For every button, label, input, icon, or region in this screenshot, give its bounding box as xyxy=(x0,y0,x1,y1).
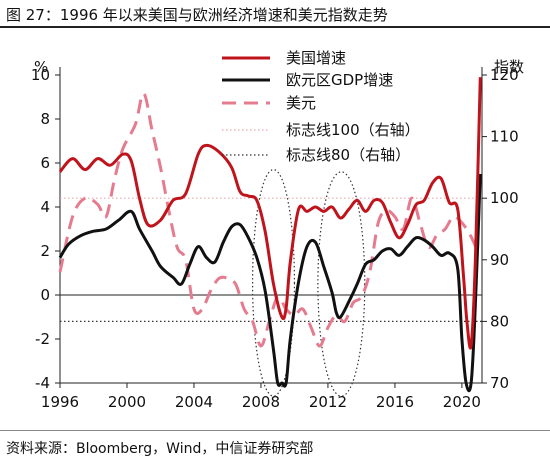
source-note: 资料来源：Bloomberg，Wind，中信证券研究部 xyxy=(6,441,314,457)
right-tick-label: 100 xyxy=(490,189,519,207)
series-line-2 xyxy=(58,91,481,348)
left-tick-label: 10 xyxy=(31,66,50,84)
x-tick-label: 1996 xyxy=(41,393,79,411)
x-tick-label: 2000 xyxy=(108,393,146,411)
x-tick-label: 2016 xyxy=(376,393,414,411)
legend-label-3: 标志线100（右轴） xyxy=(286,121,420,139)
left-axis-label: % xyxy=(34,58,48,76)
left-tick-label: 2 xyxy=(40,242,50,260)
x-tick-label: 2012 xyxy=(309,393,347,411)
right-tick-label: 80 xyxy=(490,312,509,330)
left-tick-label: 0 xyxy=(40,286,50,304)
right-tick-label: 70 xyxy=(490,374,509,392)
highlight-ellipse xyxy=(251,168,296,397)
left-tick-label: -2 xyxy=(35,330,50,348)
x-tick-label: 2008 xyxy=(242,393,280,411)
x-tick-label: 2020 xyxy=(443,393,481,411)
figure-title: 图 27：1996 年以来美国与欧洲经济增速和美元指数走势 xyxy=(6,6,388,24)
legend-label-2: 美元 xyxy=(286,94,316,112)
legend-label-0: 美国增速 xyxy=(286,49,346,67)
x-tick-label: 2004 xyxy=(175,393,213,411)
source-divider xyxy=(0,430,550,431)
series-line-1 xyxy=(58,173,482,393)
left-tick-label: -4 xyxy=(35,374,50,392)
left-tick-label: 6 xyxy=(40,154,50,172)
figure-title-bar: 图 27：1996 年以来美国与欧洲经济增速和美元指数走势 xyxy=(0,0,550,28)
left-tick-label: 4 xyxy=(40,198,50,216)
highlight-ellipse xyxy=(317,171,366,397)
right-tick-label: 90 xyxy=(490,251,509,269)
right-tick-label: 110 xyxy=(490,128,519,146)
series-line-0 xyxy=(58,77,482,350)
right-tick-label: 120 xyxy=(490,66,519,84)
legend-label-1: 欧元区GDP增速 xyxy=(286,71,393,89)
right-axis-label: 指数 xyxy=(494,58,524,76)
left-tick-label: 8 xyxy=(40,110,50,128)
legend-label-4: 标志线80（右轴） xyxy=(286,146,410,164)
